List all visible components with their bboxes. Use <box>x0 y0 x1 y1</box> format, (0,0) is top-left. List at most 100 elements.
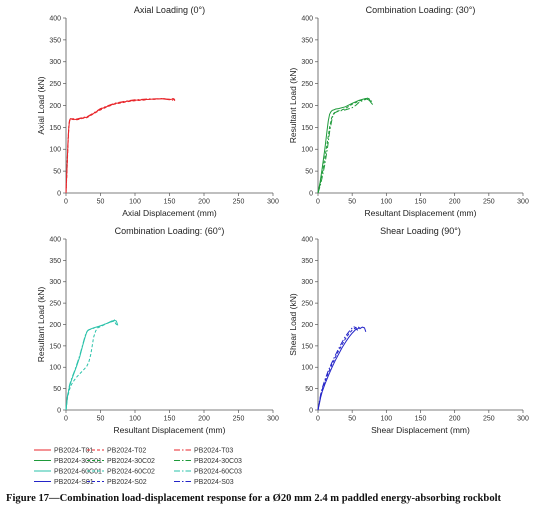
x-tick-label: 0 <box>316 416 320 423</box>
legend-entry: PB2024-30C03 <box>194 458 242 465</box>
x-tick-label: 250 <box>483 199 495 206</box>
y-tick-label: 0 <box>309 407 313 414</box>
y-tick-label: 400 <box>49 15 61 22</box>
x-tick-label: 300 <box>267 199 279 206</box>
series-line-pb2024-60c02 <box>65 320 119 411</box>
x-tick-label: 300 <box>517 199 529 206</box>
series-line-pb2024-t02 <box>65 98 177 194</box>
x-axis-label: Axial Displacement (mm) <box>122 208 217 218</box>
y-tick-label: 200 <box>301 322 313 329</box>
legend-entry: PB2024-30C01 <box>54 458 102 465</box>
y-tick-label: 0 <box>57 190 61 197</box>
y-axis-label: Shear Load (kN) <box>288 293 298 356</box>
y-tick-label: 100 <box>301 365 313 372</box>
y-tick-label: 100 <box>49 365 61 372</box>
legend-entry: PB2024-30C02 <box>107 458 155 465</box>
y-tick-label: 100 <box>49 147 61 154</box>
legend-entry: PB2024-S02 <box>107 479 147 486</box>
series-line-pb2024-s03 <box>317 326 359 411</box>
legend-entry: PB2024-S03 <box>194 479 234 486</box>
chart-title: Combination Loading: (30°) <box>366 5 476 15</box>
legend-entry: PB2024-T03 <box>194 448 233 455</box>
chart-title: Axial Loading (0°) <box>134 5 205 15</box>
x-tick-label: 200 <box>449 199 461 206</box>
y-tick-label: 350 <box>301 37 313 44</box>
y-tick-label: 250 <box>49 81 61 88</box>
y-tick-label: 300 <box>49 279 61 286</box>
x-tick-label: 50 <box>97 199 105 206</box>
y-tick-label: 150 <box>49 343 61 350</box>
y-tick-label: 50 <box>53 169 61 176</box>
x-tick-label: 150 <box>164 199 176 206</box>
legend-entry: PB2024-S01 <box>54 479 94 486</box>
series-line-pb2024-60c01 <box>65 319 119 411</box>
chart-panel-3: 0 50 100 150 200 250 300 350 400 0 50 100 150 200 250 3… <box>36 226 279 435</box>
series-line-pb2024-t03 <box>65 98 174 194</box>
x-axis-label: Resultant Displacement (mm) <box>114 425 226 435</box>
y-tick-label: 400 <box>49 236 61 243</box>
chart-panel-2: 0 50 100 150 200 250 300 350 400 0 50 100 150 200 250 3… <box>288 5 529 218</box>
y-tick-label: 250 <box>301 301 313 308</box>
chart-title: Combination Loading: (60°) <box>115 226 225 236</box>
series-line-pb2024-30c01 <box>317 98 374 194</box>
series-line-pb2024-t01 <box>65 98 176 194</box>
y-tick-label: 200 <box>49 103 61 110</box>
y-tick-label: 350 <box>301 258 313 265</box>
x-tick-label: 100 <box>129 416 141 423</box>
x-tick-label: 250 <box>233 199 245 206</box>
y-tick-label: 300 <box>49 59 61 66</box>
y-tick-label: 150 <box>301 125 313 132</box>
legend-entry: PB2024-60C01 <box>54 469 102 476</box>
x-tick-label: 0 <box>316 199 320 206</box>
y-tick-label: 50 <box>53 386 61 393</box>
y-tick-label: 300 <box>301 59 313 66</box>
x-tick-label: 250 <box>483 416 495 423</box>
y-tick-label: 150 <box>49 125 61 132</box>
y-tick-label: 150 <box>301 343 313 350</box>
x-axis-label: Resultant Displacement (mm) <box>365 208 477 218</box>
x-tick-label: 50 <box>348 416 356 423</box>
y-axis-label: Axial Load (kN) <box>36 76 46 134</box>
x-tick-label: 200 <box>449 416 461 423</box>
y-tick-label: 300 <box>301 279 313 286</box>
y-tick-label: 100 <box>301 147 313 154</box>
chart-panel-4: 0 50 100 150 200 250 300 350 400 0 50 100 150 200 250 3… <box>288 226 529 435</box>
legend-entry: PB2024-T02 <box>107 448 146 455</box>
x-tick-label: 100 <box>380 199 392 206</box>
chart-title: Shear Loading (90°) <box>380 226 461 236</box>
y-tick-label: 50 <box>305 386 313 393</box>
figure-caption: Figure 17—Combination load-displacement … <box>6 493 502 504</box>
y-tick-label: 350 <box>49 37 61 44</box>
x-tick-label: 200 <box>198 199 210 206</box>
x-axis-label: Shear Displacement (mm) <box>371 425 470 435</box>
x-tick-label: 200 <box>198 416 210 423</box>
y-tick-label: 400 <box>301 236 313 243</box>
series-line-pb2024-s02 <box>317 326 362 411</box>
y-tick-label: 200 <box>301 103 313 110</box>
y-tick-label: 0 <box>309 190 313 197</box>
x-tick-label: 0 <box>64 199 68 206</box>
y-tick-label: 50 <box>305 169 313 176</box>
y-tick-label: 250 <box>301 81 313 88</box>
legend-entry: PB2024-60C02 <box>107 469 155 476</box>
legend: PB2024-T01 PB2024-T02 PB2024-T03 PB2024-30C… <box>34 448 242 486</box>
y-tick-label: 350 <box>49 258 61 265</box>
x-tick-label: 50 <box>348 199 356 206</box>
x-tick-label: 150 <box>415 199 427 206</box>
y-tick-label: 0 <box>57 407 61 414</box>
series-line-pb2024-30c03 <box>317 97 374 194</box>
x-tick-label: 250 <box>233 416 245 423</box>
legend-entry: PB2024-T01 <box>54 448 93 455</box>
series-line-pb2024-60c03 <box>65 319 117 411</box>
x-tick-label: 0 <box>64 416 68 423</box>
x-tick-label: 100 <box>380 416 392 423</box>
series-line-pb2024-30c02 <box>317 98 372 194</box>
x-tick-label: 150 <box>164 416 176 423</box>
legend-entry: PB2024-60C03 <box>194 469 242 476</box>
y-axis-label: Resultant Load (kN) <box>288 68 298 144</box>
y-axis-label: Resultant Load (kN) <box>36 287 46 363</box>
x-tick-label: 150 <box>415 416 427 423</box>
x-tick-label: 50 <box>97 416 105 423</box>
y-tick-label: 200 <box>49 322 61 329</box>
x-tick-label: 300 <box>267 416 279 423</box>
